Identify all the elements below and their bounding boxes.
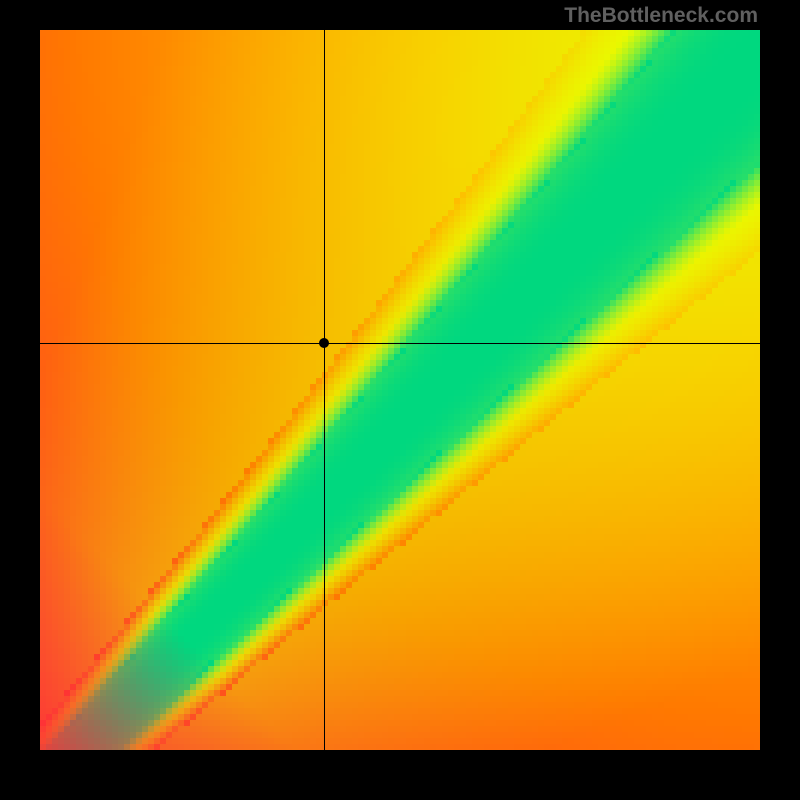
crosshair-vertical (324, 30, 325, 750)
heatmap-canvas (40, 30, 760, 750)
crosshair-horizontal (40, 343, 760, 344)
watermark-text: TheBottleneck.com (564, 4, 758, 28)
data-point-marker (319, 338, 329, 348)
plot-area (40, 30, 760, 750)
